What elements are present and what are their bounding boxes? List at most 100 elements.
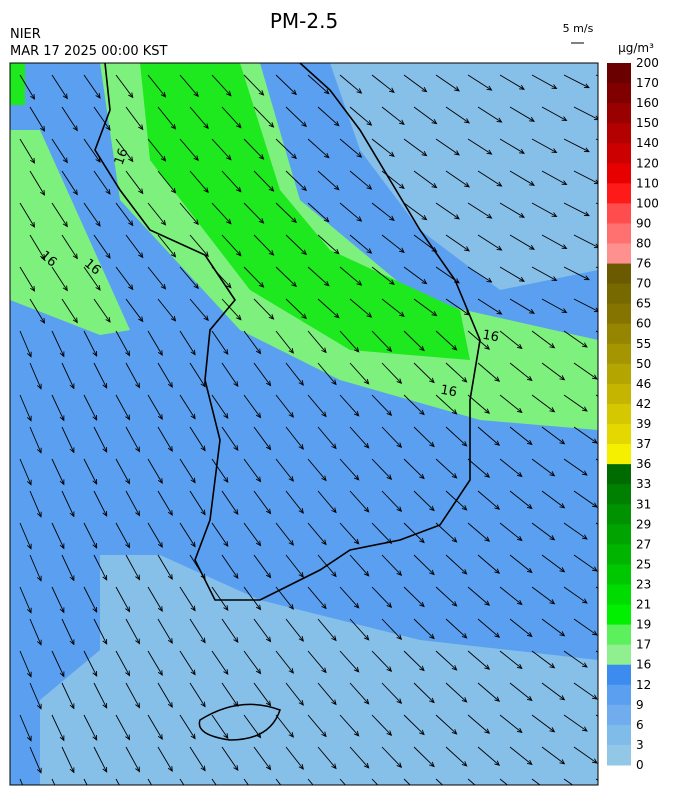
wind-arrow <box>349 170 373 190</box>
wind-arrow <box>147 714 163 740</box>
wind-arrow <box>445 234 470 252</box>
wind-arrow <box>339 138 363 158</box>
wind-arrow <box>509 618 533 638</box>
wind-arrow <box>445 362 468 383</box>
wind-arrow <box>275 458 294 482</box>
wind-arrow <box>147 74 167 98</box>
wind-arrow <box>147 778 153 785</box>
colorbar-segment <box>607 604 631 626</box>
wind-arrow <box>51 586 65 614</box>
wind-arrow <box>563 522 588 540</box>
colorbar-label: 120 <box>636 156 659 170</box>
colorbar-label: 140 <box>636 136 659 150</box>
wind-arrow <box>29 682 42 710</box>
wind-arrow <box>541 682 566 701</box>
colorbar-segment <box>607 524 631 545</box>
wind-arrow <box>467 138 493 155</box>
wind-arrow <box>275 778 282 785</box>
wind-arrow <box>61 682 75 710</box>
wind-arrow <box>435 778 444 785</box>
wind-arrow <box>275 74 297 96</box>
wind-arrow <box>61 234 78 260</box>
wind-arrow <box>349 234 373 254</box>
wind-arrow <box>573 746 598 764</box>
wind-arrow <box>349 746 370 769</box>
wind-arrow <box>541 298 568 314</box>
wind-arrow <box>19 330 32 358</box>
wind-arrow <box>403 330 425 352</box>
wind-arrow <box>157 682 173 708</box>
wind-arrow <box>29 554 42 582</box>
wind-arrow <box>29 426 42 454</box>
colorbar-label: 33 <box>636 477 651 491</box>
wind-arrow <box>115 74 134 99</box>
colorbar-segment <box>607 363 631 385</box>
wind-arrow <box>371 138 395 157</box>
wind-arrow <box>83 138 101 163</box>
wind-arrow <box>285 490 304 514</box>
wind-arrow <box>157 554 173 580</box>
wind-arrow <box>573 618 598 636</box>
wind-arrow <box>317 618 337 642</box>
wind-arrow <box>211 650 229 675</box>
wind-arrow <box>381 746 403 768</box>
wind-arrow <box>499 458 523 478</box>
wind-arrow <box>531 586 556 605</box>
wind-arrow <box>19 778 24 785</box>
wind-arrow <box>189 682 206 708</box>
wind-arrow <box>221 362 239 387</box>
wind-arrow <box>317 554 337 578</box>
wind-arrow <box>563 650 588 668</box>
wind-arrow <box>541 746 566 765</box>
colorbar-segment <box>607 624 631 646</box>
wind-arrow <box>211 714 229 739</box>
wind-arrow <box>349 362 370 385</box>
wind-arrow <box>381 362 403 384</box>
wind-arrow <box>211 778 217 785</box>
wind-arrow <box>573 170 598 185</box>
wind-arrow <box>403 650 425 672</box>
colorbar-label: 29 <box>636 517 651 531</box>
colorbar-segment <box>607 83 631 104</box>
colorbar-segment <box>607 403 631 425</box>
colorbar-label: 17 <box>636 638 651 652</box>
wind-arrow <box>157 618 173 644</box>
colorbar-segment <box>607 203 631 224</box>
wind-arrow <box>29 490 42 518</box>
wind-arrow <box>509 746 533 766</box>
contour-label: 16 <box>439 383 458 401</box>
colorbar-segment <box>607 243 631 265</box>
wind-arrow <box>189 746 206 772</box>
colorbar-segment <box>607 544 631 565</box>
wind-arrow <box>19 458 32 486</box>
wind-arrow <box>413 234 438 253</box>
wind-arrow <box>211 586 229 611</box>
colorbar-label: 37 <box>636 437 651 451</box>
agency: NIER <box>10 27 41 42</box>
colorbar-label: 31 <box>636 497 651 511</box>
wind-arrow <box>413 682 435 704</box>
wind-arrow <box>477 234 503 251</box>
wind-arrow <box>541 490 566 509</box>
wind-arrow <box>403 202 428 221</box>
wind-arrow <box>467 394 491 414</box>
wind-arrow <box>371 714 393 736</box>
wind-arrow <box>349 618 370 641</box>
wind-arrow <box>19 74 36 100</box>
colorbar-segment <box>607 283 631 305</box>
wind-arrow <box>275 714 294 738</box>
wind-arrow <box>509 554 533 574</box>
wind-arrow <box>339 650 360 673</box>
wind-arrow <box>499 650 523 670</box>
wind-arrow <box>563 330 588 348</box>
wind-arrow <box>115 202 134 227</box>
wind-arrow <box>339 74 363 94</box>
wind-arrow <box>573 362 598 380</box>
colorbar-segment <box>607 444 631 465</box>
wind-arrow <box>381 682 403 704</box>
wind-arrow <box>413 746 435 768</box>
wind-arrow <box>93 298 111 323</box>
wind-arrow <box>243 650 262 675</box>
wind-arrow <box>499 714 523 734</box>
wind-arrow <box>413 426 435 448</box>
